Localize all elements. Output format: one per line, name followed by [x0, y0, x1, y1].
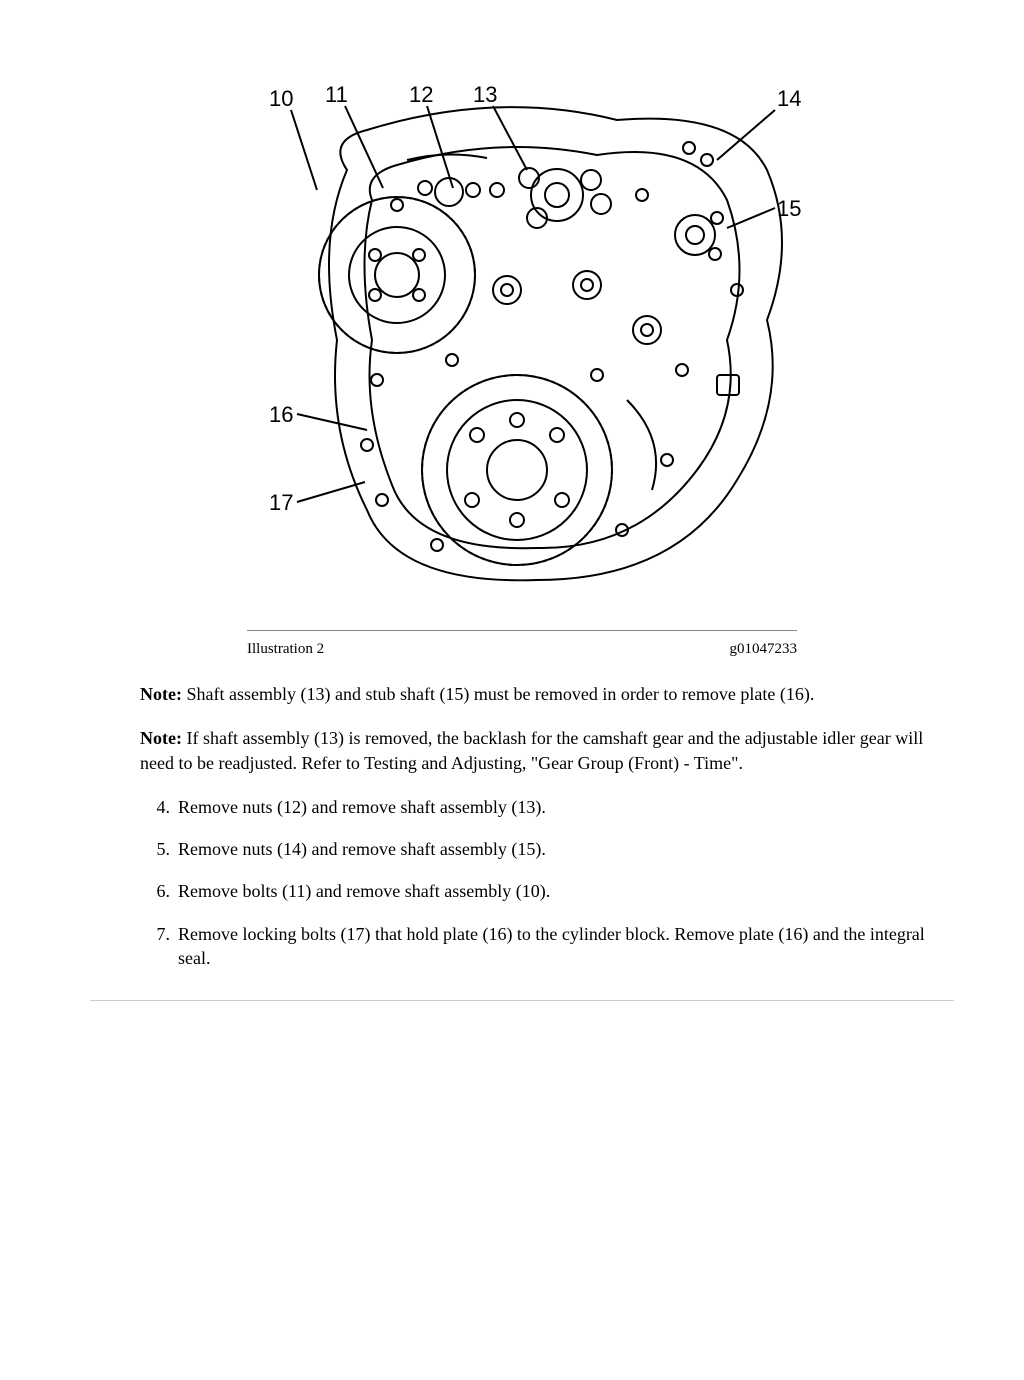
steps-list: 4. Remove nuts (12) and remove shaft ass…: [170, 795, 934, 970]
note-lead: Note:: [140, 728, 182, 748]
engine-diagram-svg: [197, 40, 847, 600]
steps-list-wrap: 4. Remove nuts (12) and remove shaft ass…: [170, 795, 934, 970]
step-number: 7.: [140, 922, 178, 971]
leader-line: [717, 110, 775, 160]
callout-17: 17: [269, 490, 293, 516]
step-text: Remove bolts (11) and remove shaft assem…: [178, 879, 934, 903]
illustration-figure: 10 11 12 13 14 15 16 17: [197, 40, 847, 600]
leader-line: [297, 414, 367, 430]
note-2: Note: If shaft assembly (13) is removed,…: [140, 726, 934, 775]
callout-14: 14: [777, 86, 801, 112]
step-item: 5. Remove nuts (14) and remove shaft ass…: [170, 837, 934, 861]
leader-line: [427, 106, 453, 188]
note-lead: Note:: [140, 684, 182, 704]
step-item: 4. Remove nuts (12) and remove shaft ass…: [170, 795, 934, 819]
step-item: 6. Remove bolts (11) and remove shaft as…: [170, 879, 934, 903]
note-text: If shaft assembly (13) is removed, the b…: [140, 728, 923, 772]
step-number: 4.: [140, 795, 178, 819]
note-text: Shaft assembly (13) and stub shaft (15) …: [182, 684, 814, 704]
callout-13: 13: [473, 82, 497, 108]
note-1: Note: Shaft assembly (13) and stub shaft…: [140, 682, 934, 706]
leader-line: [727, 208, 775, 228]
step-text: Remove nuts (12) and remove shaft assemb…: [178, 795, 934, 819]
illustration-label: Illustration 2: [247, 641, 324, 658]
callout-12: 12: [409, 82, 433, 108]
leader-line: [291, 110, 317, 190]
page: 10 11 12 13 14 15 16 17 Illustration 2 g…: [0, 0, 1024, 1061]
footer-rule: [90, 1000, 954, 1001]
callout-15: 15: [777, 196, 801, 222]
leader-line: [297, 482, 365, 502]
step-item: 7. Remove locking bolts (17) that hold p…: [170, 922, 934, 971]
callout-16: 16: [269, 402, 293, 428]
callout-11: 11: [325, 82, 348, 108]
body-content: Note: Shaft assembly (13) and stub shaft…: [140, 682, 934, 970]
step-number: 5.: [140, 837, 178, 861]
leader-line: [345, 106, 383, 188]
caption-rule: [247, 630, 797, 631]
step-text: Remove nuts (14) and remove shaft assemb…: [178, 837, 934, 861]
leader-line: [493, 106, 527, 170]
leader-lines-group: [291, 106, 775, 502]
step-text: Remove locking bolts (17) that hold plat…: [178, 922, 934, 971]
callout-10: 10: [269, 86, 293, 112]
caption-row: Illustration 2 g01047233: [247, 641, 797, 658]
step-number: 6.: [140, 879, 178, 903]
illustration-id: g01047233: [730, 641, 798, 658]
